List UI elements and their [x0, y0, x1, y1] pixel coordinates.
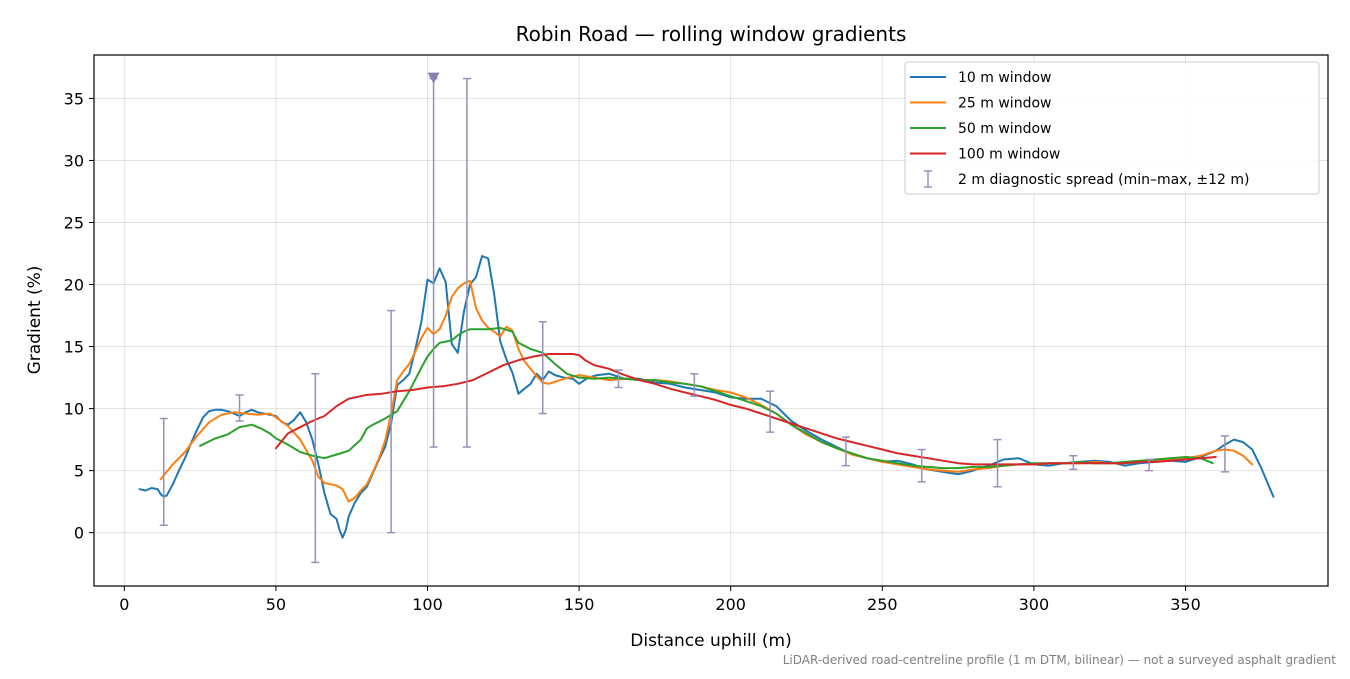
x-tick-label: 50: [266, 595, 286, 614]
legend-box: [904, 61, 1320, 195]
error-bar: [993, 438, 1002, 488]
x-axis-ticks: 0 50 100 150 200 250 300 350: [119, 586, 1201, 614]
legend-entry: 50 m window: [910, 121, 1051, 137]
y-axis-label: Gradient (%): [25, 266, 45, 375]
error-bar: [841, 436, 850, 467]
x-tick-label: 350: [1170, 595, 1201, 614]
error-bar: [235, 394, 244, 422]
legend-label: 100 m window: [958, 147, 1060, 163]
x-tick-label: 300: [1019, 595, 1050, 614]
x-tick-label: 250: [867, 595, 898, 614]
series-lines: [138, 255, 1275, 539]
series-line-4: [274, 353, 1217, 466]
clipped-markers: [427, 72, 440, 84]
x-axis-label: Distance uphill (m): [630, 631, 791, 651]
legend-label: 25 m window: [958, 96, 1051, 112]
y-tick-label: 5: [74, 462, 84, 481]
legend-entry: 25 m window: [910, 96, 1051, 112]
y-tick-label: 10: [64, 400, 84, 419]
y-tick-label: 30: [64, 151, 84, 170]
legend-swatch: [924, 170, 932, 188]
error-bar: [1069, 454, 1078, 471]
legend: 10 m window 25 m window 50 m window 100 m w…: [904, 61, 1320, 195]
error-bar: [387, 309, 396, 534]
legend-label: 10 m window: [958, 70, 1051, 86]
y-tick-label: 15: [64, 338, 84, 357]
error-bar: [690, 373, 699, 397]
error-bar: [1220, 435, 1229, 473]
footnote: LiDAR-derived road-centreline profile (1…: [783, 653, 1337, 667]
legend-label: 50 m window: [958, 121, 1051, 137]
y-tick-label: 25: [64, 213, 84, 232]
error-bar: [917, 448, 926, 483]
error-bar: [462, 77, 471, 448]
error-bar: [159, 417, 168, 526]
x-tick-label: 100: [412, 595, 443, 614]
legend-entry: 10 m window: [910, 70, 1051, 86]
error-bar: [614, 369, 623, 389]
y-tick-label: 35: [64, 89, 84, 108]
legend-entry: 100 m window: [910, 147, 1060, 163]
x-tick-label: 0: [119, 595, 129, 614]
x-tick-label: 200: [715, 595, 746, 614]
x-tick-label: 150: [564, 595, 595, 614]
clipped-marker: [427, 72, 440, 84]
error-bar: [1145, 458, 1154, 472]
plot-frame: [93, 54, 1329, 587]
y-tick-label: 0: [74, 524, 84, 543]
chart-title: Robin Road — rolling window gradients: [516, 22, 907, 46]
legend-label: 2 m diagnostic spread (min–max, ±12 m): [958, 172, 1249, 188]
error-bar: [766, 390, 775, 433]
y-tick-label: 20: [64, 276, 84, 295]
error-bar: [311, 373, 320, 564]
y-axis-ticks: 0 5 10 15 20 25 30 35: [64, 89, 94, 543]
legend-entry: 2 m diagnostic spread (min–max, ±12 m): [924, 170, 1249, 188]
error-bar: [538, 320, 547, 415]
